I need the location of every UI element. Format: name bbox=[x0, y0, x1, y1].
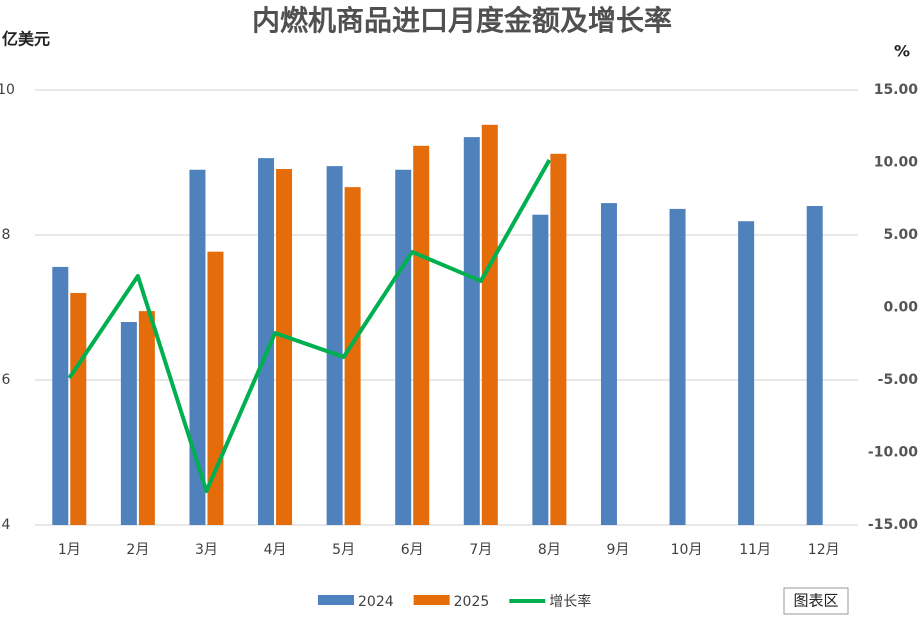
x-tick-label: 8月 bbox=[538, 542, 561, 558]
x-tick-label: 1月 bbox=[58, 542, 81, 558]
bar bbox=[276, 169, 293, 525]
y2-tick-label: -15.00 bbox=[868, 517, 918, 533]
legend-swatch bbox=[318, 595, 354, 605]
bar bbox=[532, 214, 549, 525]
y-axis-label: 亿美元 bbox=[2, 30, 50, 49]
x-tick-label: 4月 bbox=[264, 542, 287, 558]
bar bbox=[120, 322, 137, 525]
tooltip-box bbox=[783, 587, 849, 615]
bar bbox=[806, 206, 823, 525]
bar bbox=[481, 124, 498, 526]
y-tick-label: 10 bbox=[0, 82, 15, 98]
bar bbox=[70, 293, 87, 525]
x-tick-label: 7月 bbox=[469, 542, 492, 558]
y2-axis-label: % bbox=[894, 42, 910, 61]
bar bbox=[669, 208, 686, 525]
y2-tick-label: 0.00 bbox=[883, 300, 918, 316]
y2-tick-label: -5.00 bbox=[878, 372, 919, 388]
bar bbox=[344, 187, 361, 525]
line bbox=[67, 159, 552, 494]
y-tick-label: 8 bbox=[2, 227, 11, 243]
y-tick-label: 4 bbox=[2, 517, 11, 533]
bar bbox=[326, 166, 343, 525]
y2-tick-label: 15.00 bbox=[874, 82, 919, 98]
bar bbox=[52, 266, 69, 525]
bar bbox=[738, 221, 755, 525]
x-tick-label: 5月 bbox=[332, 542, 355, 558]
x-tick-label: 3月 bbox=[195, 542, 218, 558]
y2-tick-label: 10.00 bbox=[874, 155, 919, 171]
bar bbox=[550, 153, 567, 526]
y2-tick-label: -10.00 bbox=[868, 445, 918, 461]
bar bbox=[600, 203, 617, 525]
y-tick-label: 6 bbox=[2, 372, 11, 388]
chart-title: 内燃机商品进口月度金额及增长率 bbox=[252, 4, 672, 37]
legend-label: 增长率 bbox=[549, 593, 591, 610]
bar bbox=[463, 137, 480, 525]
bar bbox=[138, 311, 155, 525]
bar bbox=[395, 169, 412, 525]
x-tick-label: 11月 bbox=[739, 542, 771, 558]
x-tick-label: 6月 bbox=[401, 542, 424, 558]
legend-label: 2024 bbox=[358, 594, 394, 610]
bar bbox=[189, 169, 206, 525]
legend-swatch bbox=[413, 595, 450, 605]
x-tick-label: 2月 bbox=[126, 542, 149, 558]
y2-tick-label: 5.00 bbox=[883, 227, 918, 243]
bar bbox=[413, 145, 430, 525]
legend-label: 2025 bbox=[454, 594, 490, 610]
x-tick-label: 12月 bbox=[808, 542, 840, 558]
bar bbox=[258, 158, 275, 525]
x-tick-label: 10月 bbox=[671, 542, 703, 558]
tooltip: 图表区 bbox=[793, 592, 838, 610]
x-tick-label: 9月 bbox=[606, 542, 629, 558]
